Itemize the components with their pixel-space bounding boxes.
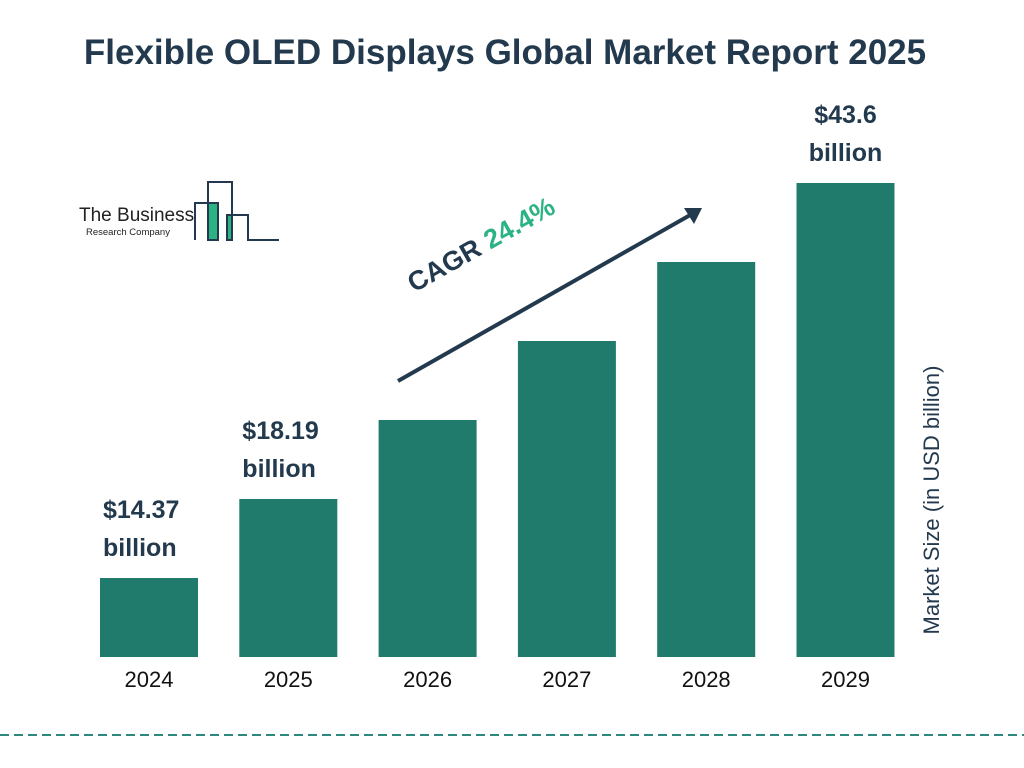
bar-2024 <box>100 578 198 657</box>
bar-2025 <box>239 499 338 657</box>
data-label: billion <box>103 534 177 562</box>
bar-2028 <box>657 262 756 657</box>
logo-text-sub: Research Company <box>86 227 170 238</box>
cagr-arrow <box>397 208 702 383</box>
x-tick-label: 2024 <box>125 667 174 692</box>
logo-graphic <box>194 181 279 241</box>
logo-text-main: The Business <box>79 205 195 226</box>
bar-2027 <box>517 341 616 657</box>
bar-2026 <box>378 420 477 657</box>
data-label: billion <box>809 139 883 167</box>
x-tick-label: 2025 <box>264 667 313 692</box>
bar-2029 <box>796 183 895 657</box>
x-tick-label: 2029 <box>821 667 870 692</box>
x-tick-label: 2026 <box>403 667 452 692</box>
data-label: $14.37 <box>103 496 179 524</box>
data-label: $18.19 <box>242 417 318 445</box>
x-tick-label: 2027 <box>542 667 591 692</box>
chart-title: Flexible OLED Displays Global Market Rep… <box>83 33 927 72</box>
data-label: $43.6 <box>814 101 877 129</box>
data-label: billion <box>242 455 316 483</box>
y-axis-label: Market Size (in USD billion) <box>919 365 944 635</box>
x-tick-label: 2028 <box>682 667 731 692</box>
